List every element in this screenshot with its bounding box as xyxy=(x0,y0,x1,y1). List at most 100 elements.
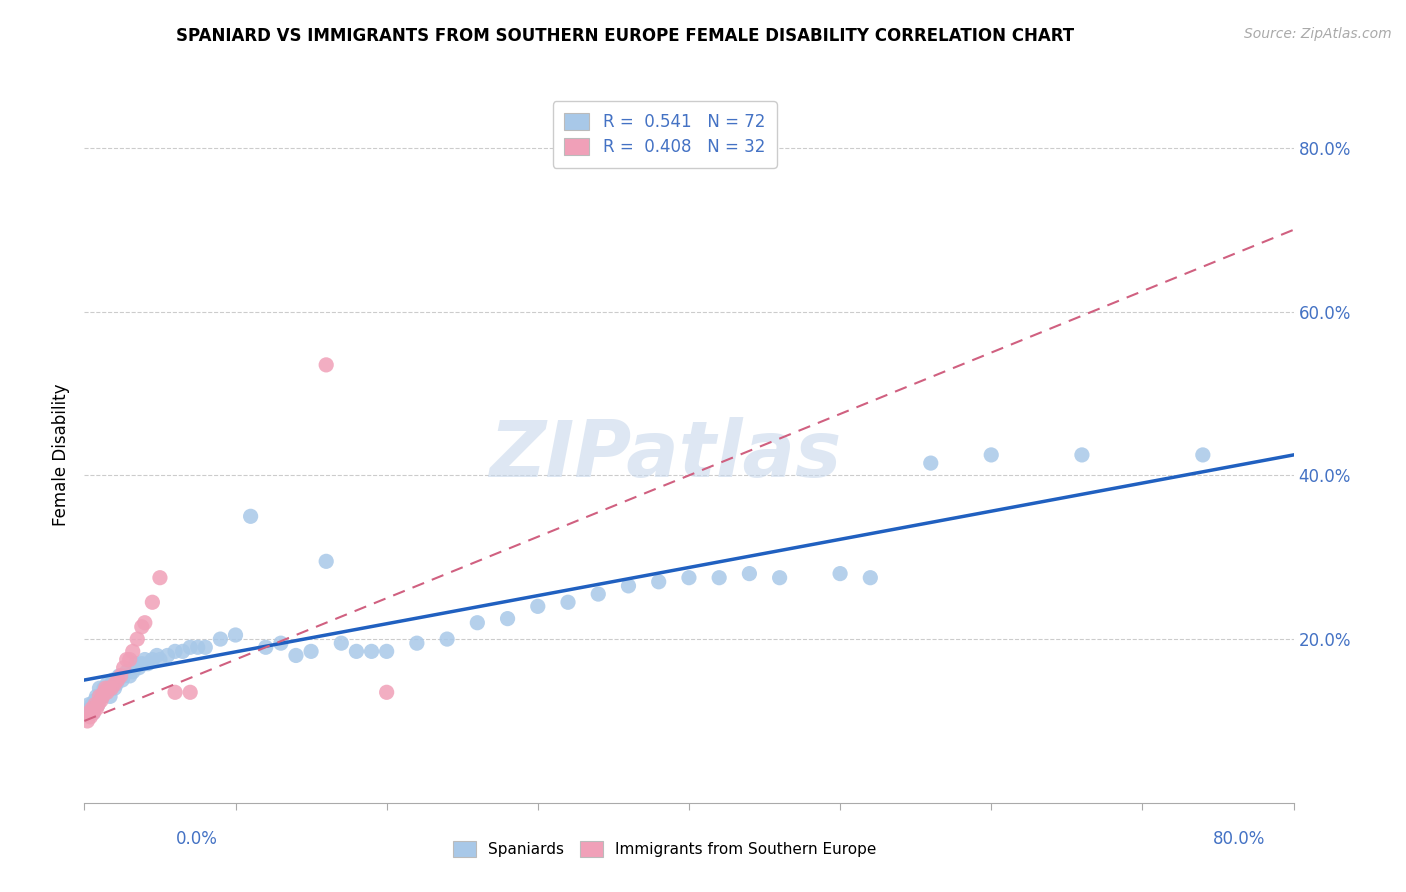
Point xyxy=(738,566,761,581)
Point xyxy=(82,706,104,720)
Point xyxy=(617,579,640,593)
Text: Source: ZipAtlas.com: Source: ZipAtlas.com xyxy=(1244,27,1392,41)
Point xyxy=(127,632,149,646)
Point xyxy=(98,690,121,704)
Point xyxy=(165,685,187,699)
Point xyxy=(84,693,107,707)
Point xyxy=(254,640,277,655)
Text: 0.0%: 0.0% xyxy=(176,830,218,847)
Point xyxy=(315,554,337,568)
Point xyxy=(91,690,114,704)
Point xyxy=(115,665,138,679)
Point xyxy=(467,615,489,630)
Point xyxy=(87,698,110,712)
Point xyxy=(149,571,172,585)
Point xyxy=(80,701,103,715)
Point xyxy=(330,636,353,650)
Point xyxy=(86,701,108,715)
Point xyxy=(1071,448,1094,462)
Point xyxy=(136,657,159,671)
Point xyxy=(239,509,262,524)
Point xyxy=(406,636,429,650)
Point xyxy=(77,698,100,712)
Point xyxy=(94,685,117,699)
Point xyxy=(360,644,382,658)
Y-axis label: Female Disability: Female Disability xyxy=(52,384,70,526)
Point xyxy=(496,612,519,626)
Point xyxy=(225,628,247,642)
Point xyxy=(76,714,98,728)
Point xyxy=(112,661,135,675)
Point xyxy=(830,566,852,581)
Point xyxy=(121,665,143,679)
Point xyxy=(93,685,115,699)
Point xyxy=(110,669,132,683)
Point xyxy=(96,685,118,699)
Point xyxy=(141,652,163,666)
Point xyxy=(86,690,108,704)
Point xyxy=(79,710,101,724)
Point xyxy=(89,690,111,704)
Point xyxy=(96,677,118,691)
Point xyxy=(89,690,111,704)
Point xyxy=(76,706,98,720)
Point xyxy=(131,620,153,634)
Point xyxy=(104,681,127,696)
Point xyxy=(375,644,398,658)
Point xyxy=(270,636,292,650)
Point xyxy=(112,669,135,683)
Point xyxy=(375,685,398,699)
Point xyxy=(156,648,179,663)
Point xyxy=(194,640,217,655)
Point xyxy=(108,669,131,683)
Point xyxy=(920,456,942,470)
Point xyxy=(115,652,138,666)
Text: 80.0%: 80.0% xyxy=(1213,830,1265,847)
Point xyxy=(101,673,124,687)
Point xyxy=(131,657,153,671)
Point xyxy=(91,690,114,704)
Point xyxy=(111,673,134,687)
Point xyxy=(107,673,129,687)
Point xyxy=(285,648,308,663)
Point xyxy=(149,652,172,666)
Point xyxy=(134,615,156,630)
Point xyxy=(134,652,156,666)
Point xyxy=(84,698,107,712)
Point xyxy=(1192,448,1215,462)
Point xyxy=(107,673,129,687)
Point xyxy=(93,681,115,696)
Point xyxy=(146,648,169,663)
Point xyxy=(527,599,550,614)
Point xyxy=(436,632,458,646)
Point xyxy=(97,681,120,696)
Point xyxy=(105,677,128,691)
Point xyxy=(678,571,700,585)
Point xyxy=(165,644,187,658)
Point xyxy=(118,652,141,666)
Legend: Spaniards, Immigrants from Southern Europe: Spaniards, Immigrants from Southern Euro… xyxy=(446,833,884,864)
Point xyxy=(100,677,122,691)
Point xyxy=(121,644,143,658)
Point xyxy=(179,640,201,655)
Point xyxy=(100,681,122,696)
Point xyxy=(299,644,322,658)
Point xyxy=(77,706,100,720)
Point xyxy=(859,571,882,585)
Point xyxy=(346,644,368,658)
Point xyxy=(87,698,110,712)
Point xyxy=(980,448,1002,462)
Point xyxy=(89,681,111,696)
Point xyxy=(172,644,194,658)
Point xyxy=(118,669,141,683)
Text: ZIPatlas: ZIPatlas xyxy=(489,417,841,493)
Point xyxy=(179,685,201,699)
Point xyxy=(97,681,120,696)
Point xyxy=(128,661,150,675)
Point xyxy=(187,640,209,655)
Point xyxy=(90,693,112,707)
Point xyxy=(79,701,101,715)
Point xyxy=(588,587,610,601)
Point xyxy=(557,595,579,609)
Point xyxy=(209,632,232,646)
